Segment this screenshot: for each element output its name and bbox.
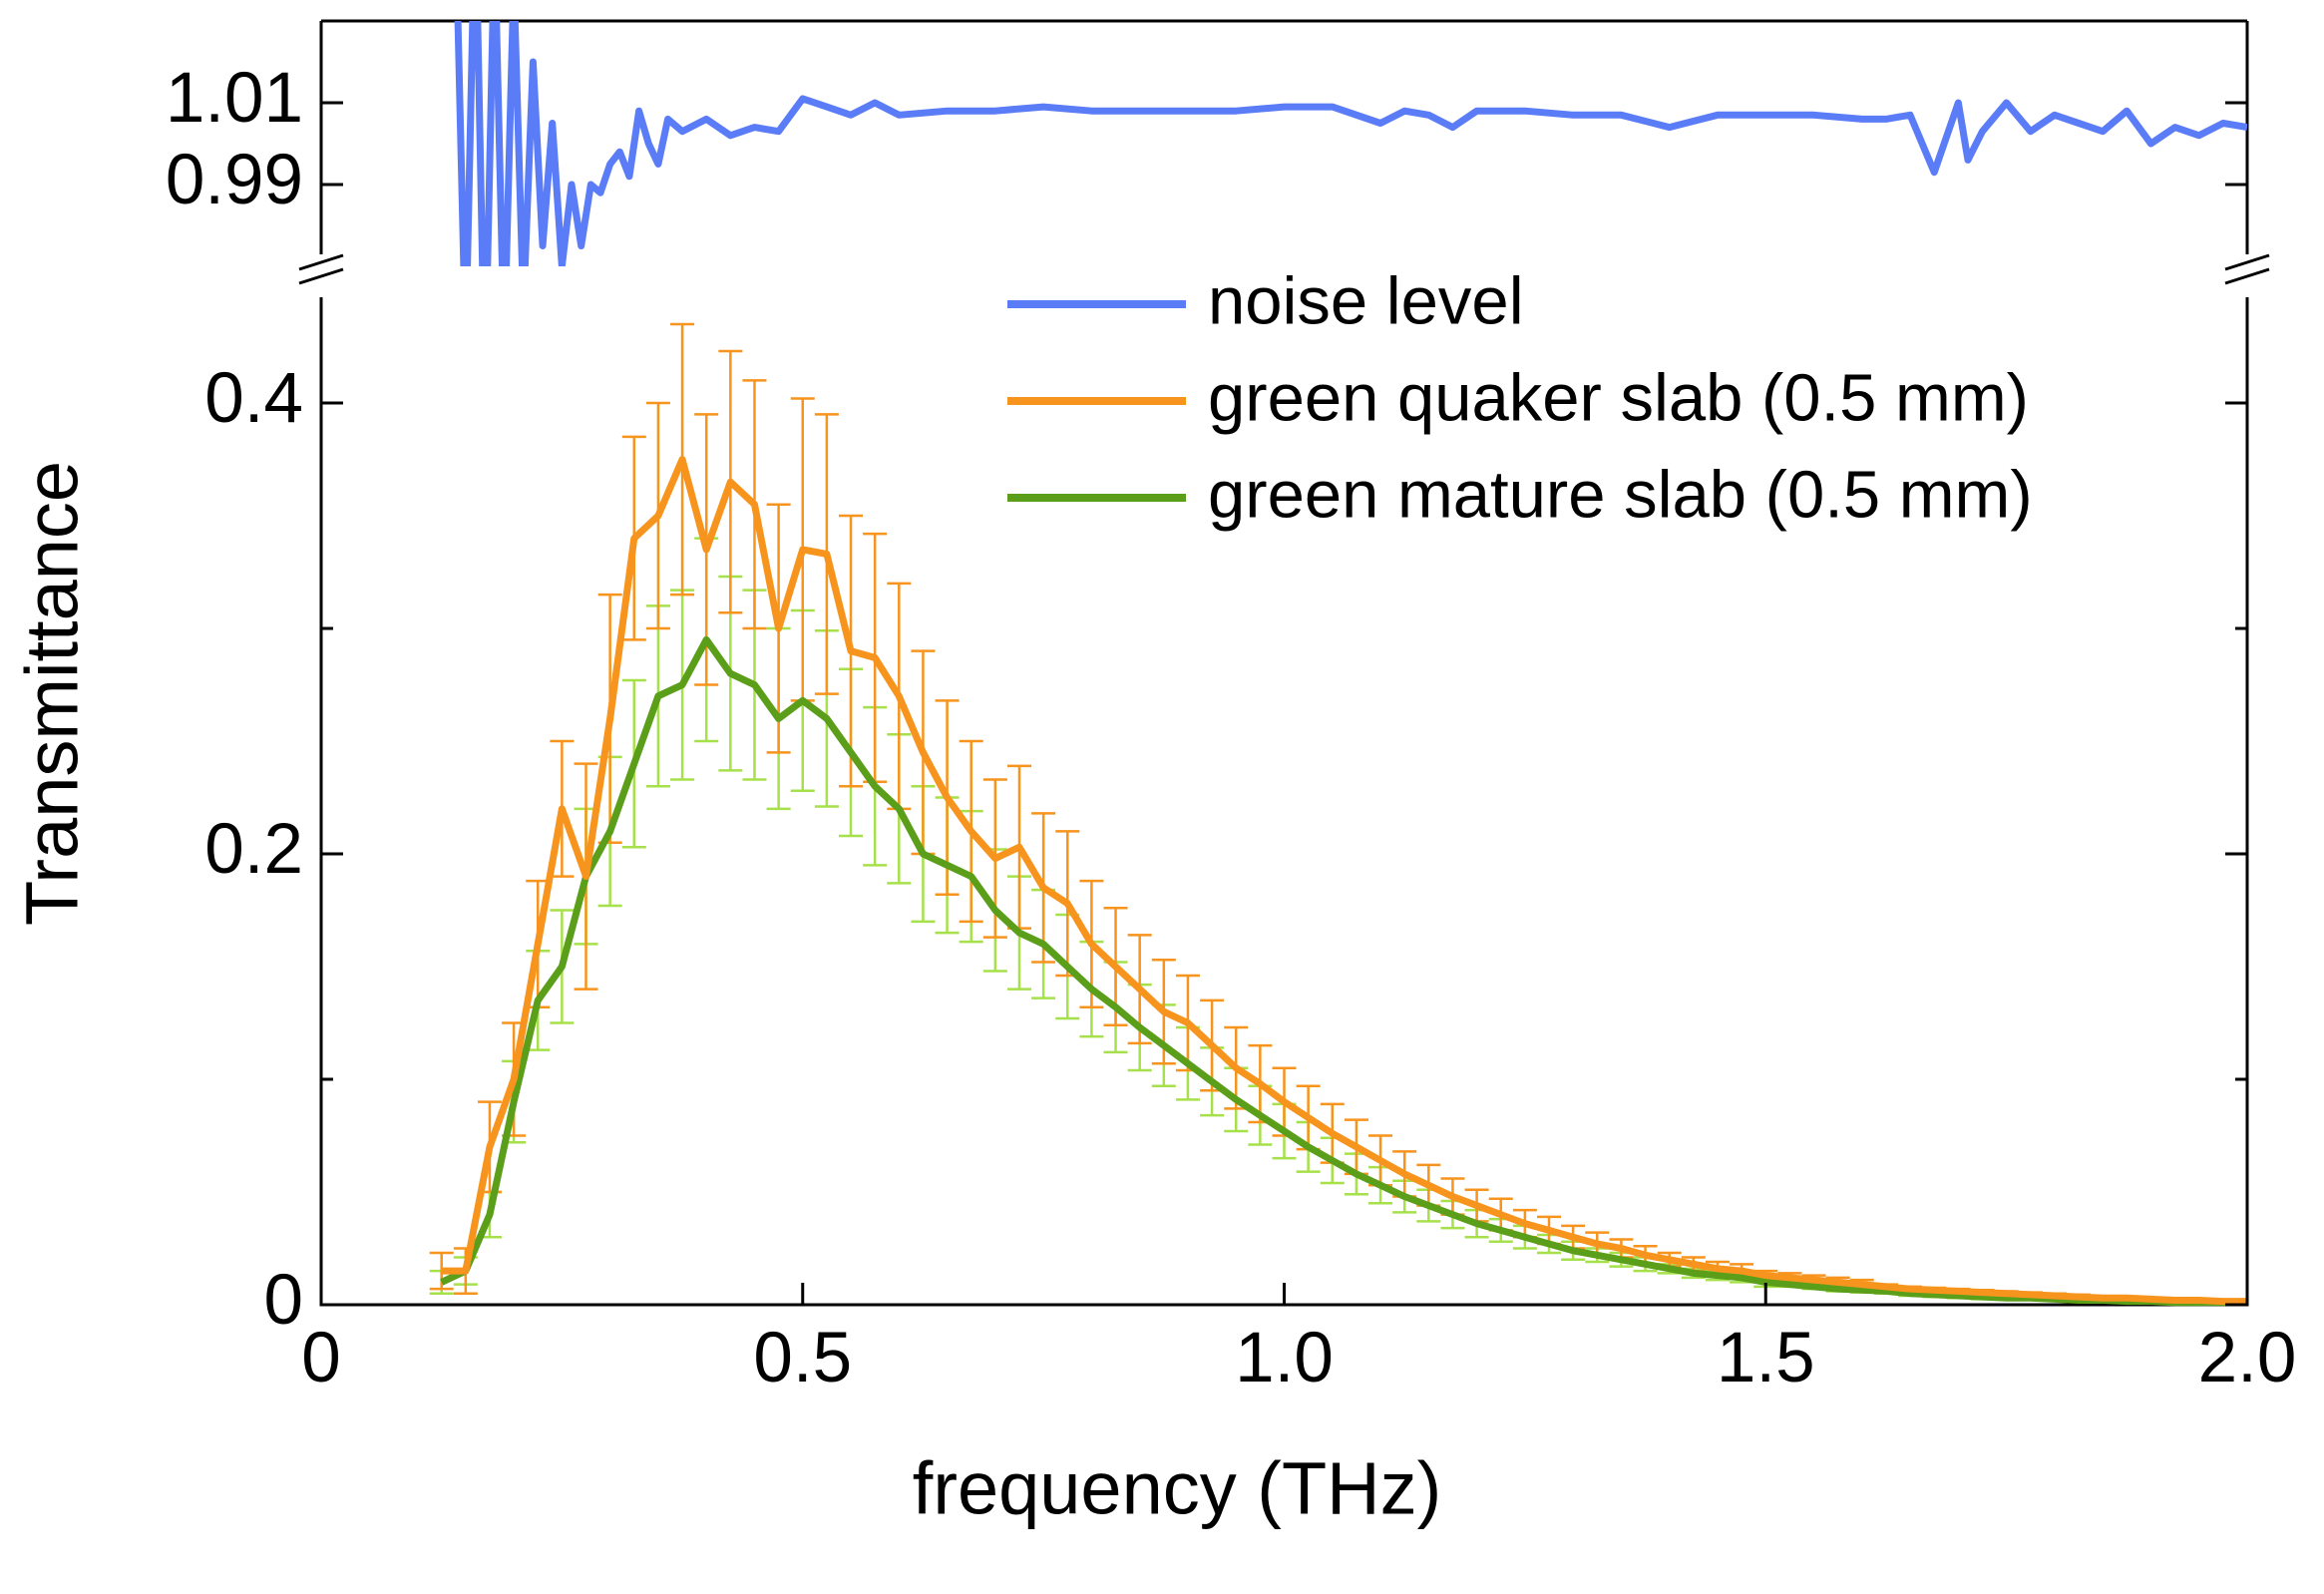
y-tick-label: 0.2: [204, 810, 303, 889]
y-tick-label: 0.99: [166, 141, 303, 219]
legend-label: noise level: [1208, 264, 1524, 339]
x-tick-label: 1.0: [1235, 1319, 1334, 1397]
y-axis-label: Transmittance: [11, 461, 94, 926]
x-tick-label: 2.0: [2198, 1319, 2297, 1397]
y-tick-label: 0.4: [204, 359, 303, 438]
series-line: [441, 456, 2247, 1306]
series-line: [440, 635, 2247, 1307]
x-tick-label: 0.5: [753, 1319, 852, 1397]
axes: 0.991.01 0 0.2 0.4 0 0.5 1.0 1.5 2.0: [166, 59, 2297, 1397]
x-tick-label: 0: [301, 1319, 341, 1397]
bottom-plot: [429, 322, 2247, 1307]
series-line: [454, 21, 2247, 266]
x-axis-label: frequency (THz): [913, 1447, 1441, 1530]
legend-label: green quaker slab (0.5 mm): [1208, 361, 2029, 436]
y-tick-label: 1.01: [166, 59, 303, 138]
top-plot: [454, 21, 2247, 266]
axis-break: [298, 253, 2270, 285]
top-frame: [319, 19, 2249, 254]
legend-label: green mature slab (0.5 mm): [1208, 458, 2033, 533]
x-tick-label: 1.5: [1717, 1319, 1815, 1397]
y-tick-label: 0: [264, 1261, 304, 1340]
